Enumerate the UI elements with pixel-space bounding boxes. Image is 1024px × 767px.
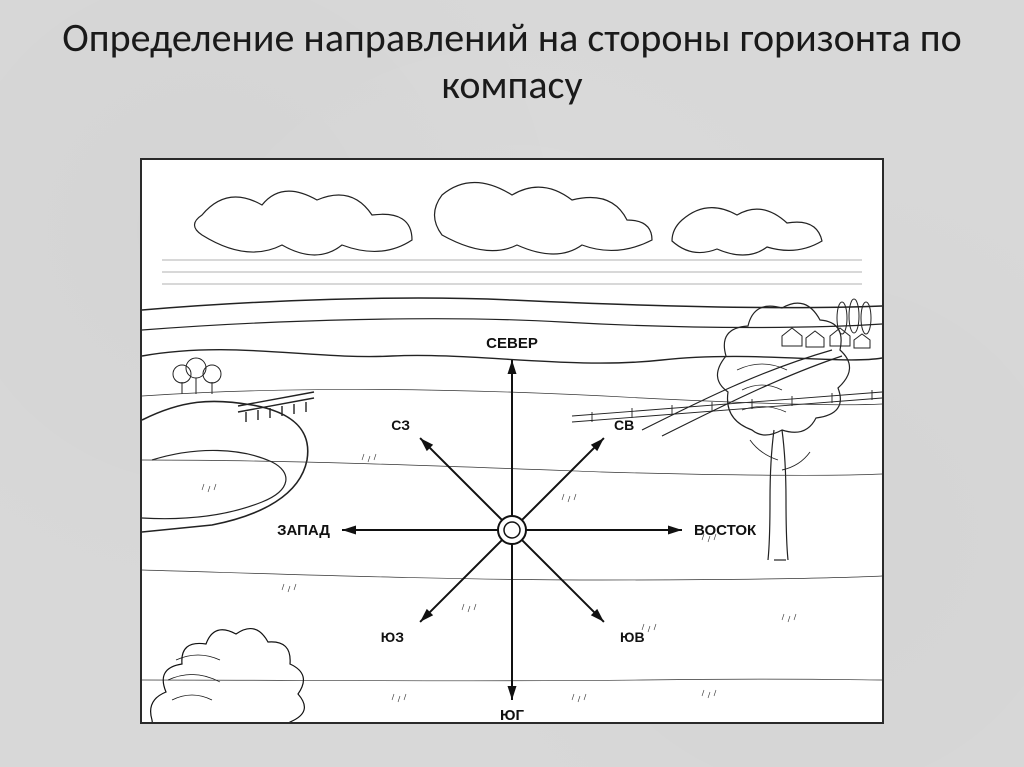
direction-label-w: ЗАПАД [277, 522, 330, 539]
direction-label-n: СЕВЕР [486, 335, 538, 352]
direction-label-sw: ЮЗ [381, 629, 404, 645]
foreground-bush [151, 629, 305, 722]
compass-rose: СЕВЕР ЮГ ВОСТОК ЗАПАД СВ СЗ ЮВ ЮЗ [277, 335, 757, 722]
direction-label-s: ЮГ [500, 707, 524, 722]
direction-label-nw: СЗ [391, 417, 410, 433]
slide: Определение направлений на стороны гориз… [0, 0, 1024, 767]
figure-frame: СЕВЕР ЮГ ВОСТОК ЗАПАД СВ СЗ ЮВ ЮЗ [140, 158, 884, 724]
river-and-dam [142, 358, 314, 532]
sky [162, 183, 862, 285]
page-title: Определение направлений на стороны гориз… [0, 14, 1024, 108]
compass-diagram: СЕВЕР ЮГ ВОСТОК ЗАПАД СВ СЗ ЮВ ЮЗ [142, 160, 882, 722]
direction-label-ne: СВ [614, 417, 634, 433]
direction-label-se: ЮВ [620, 629, 645, 645]
horizon-band [142, 298, 882, 363]
direction-label-e: ВОСТОК [694, 522, 757, 539]
